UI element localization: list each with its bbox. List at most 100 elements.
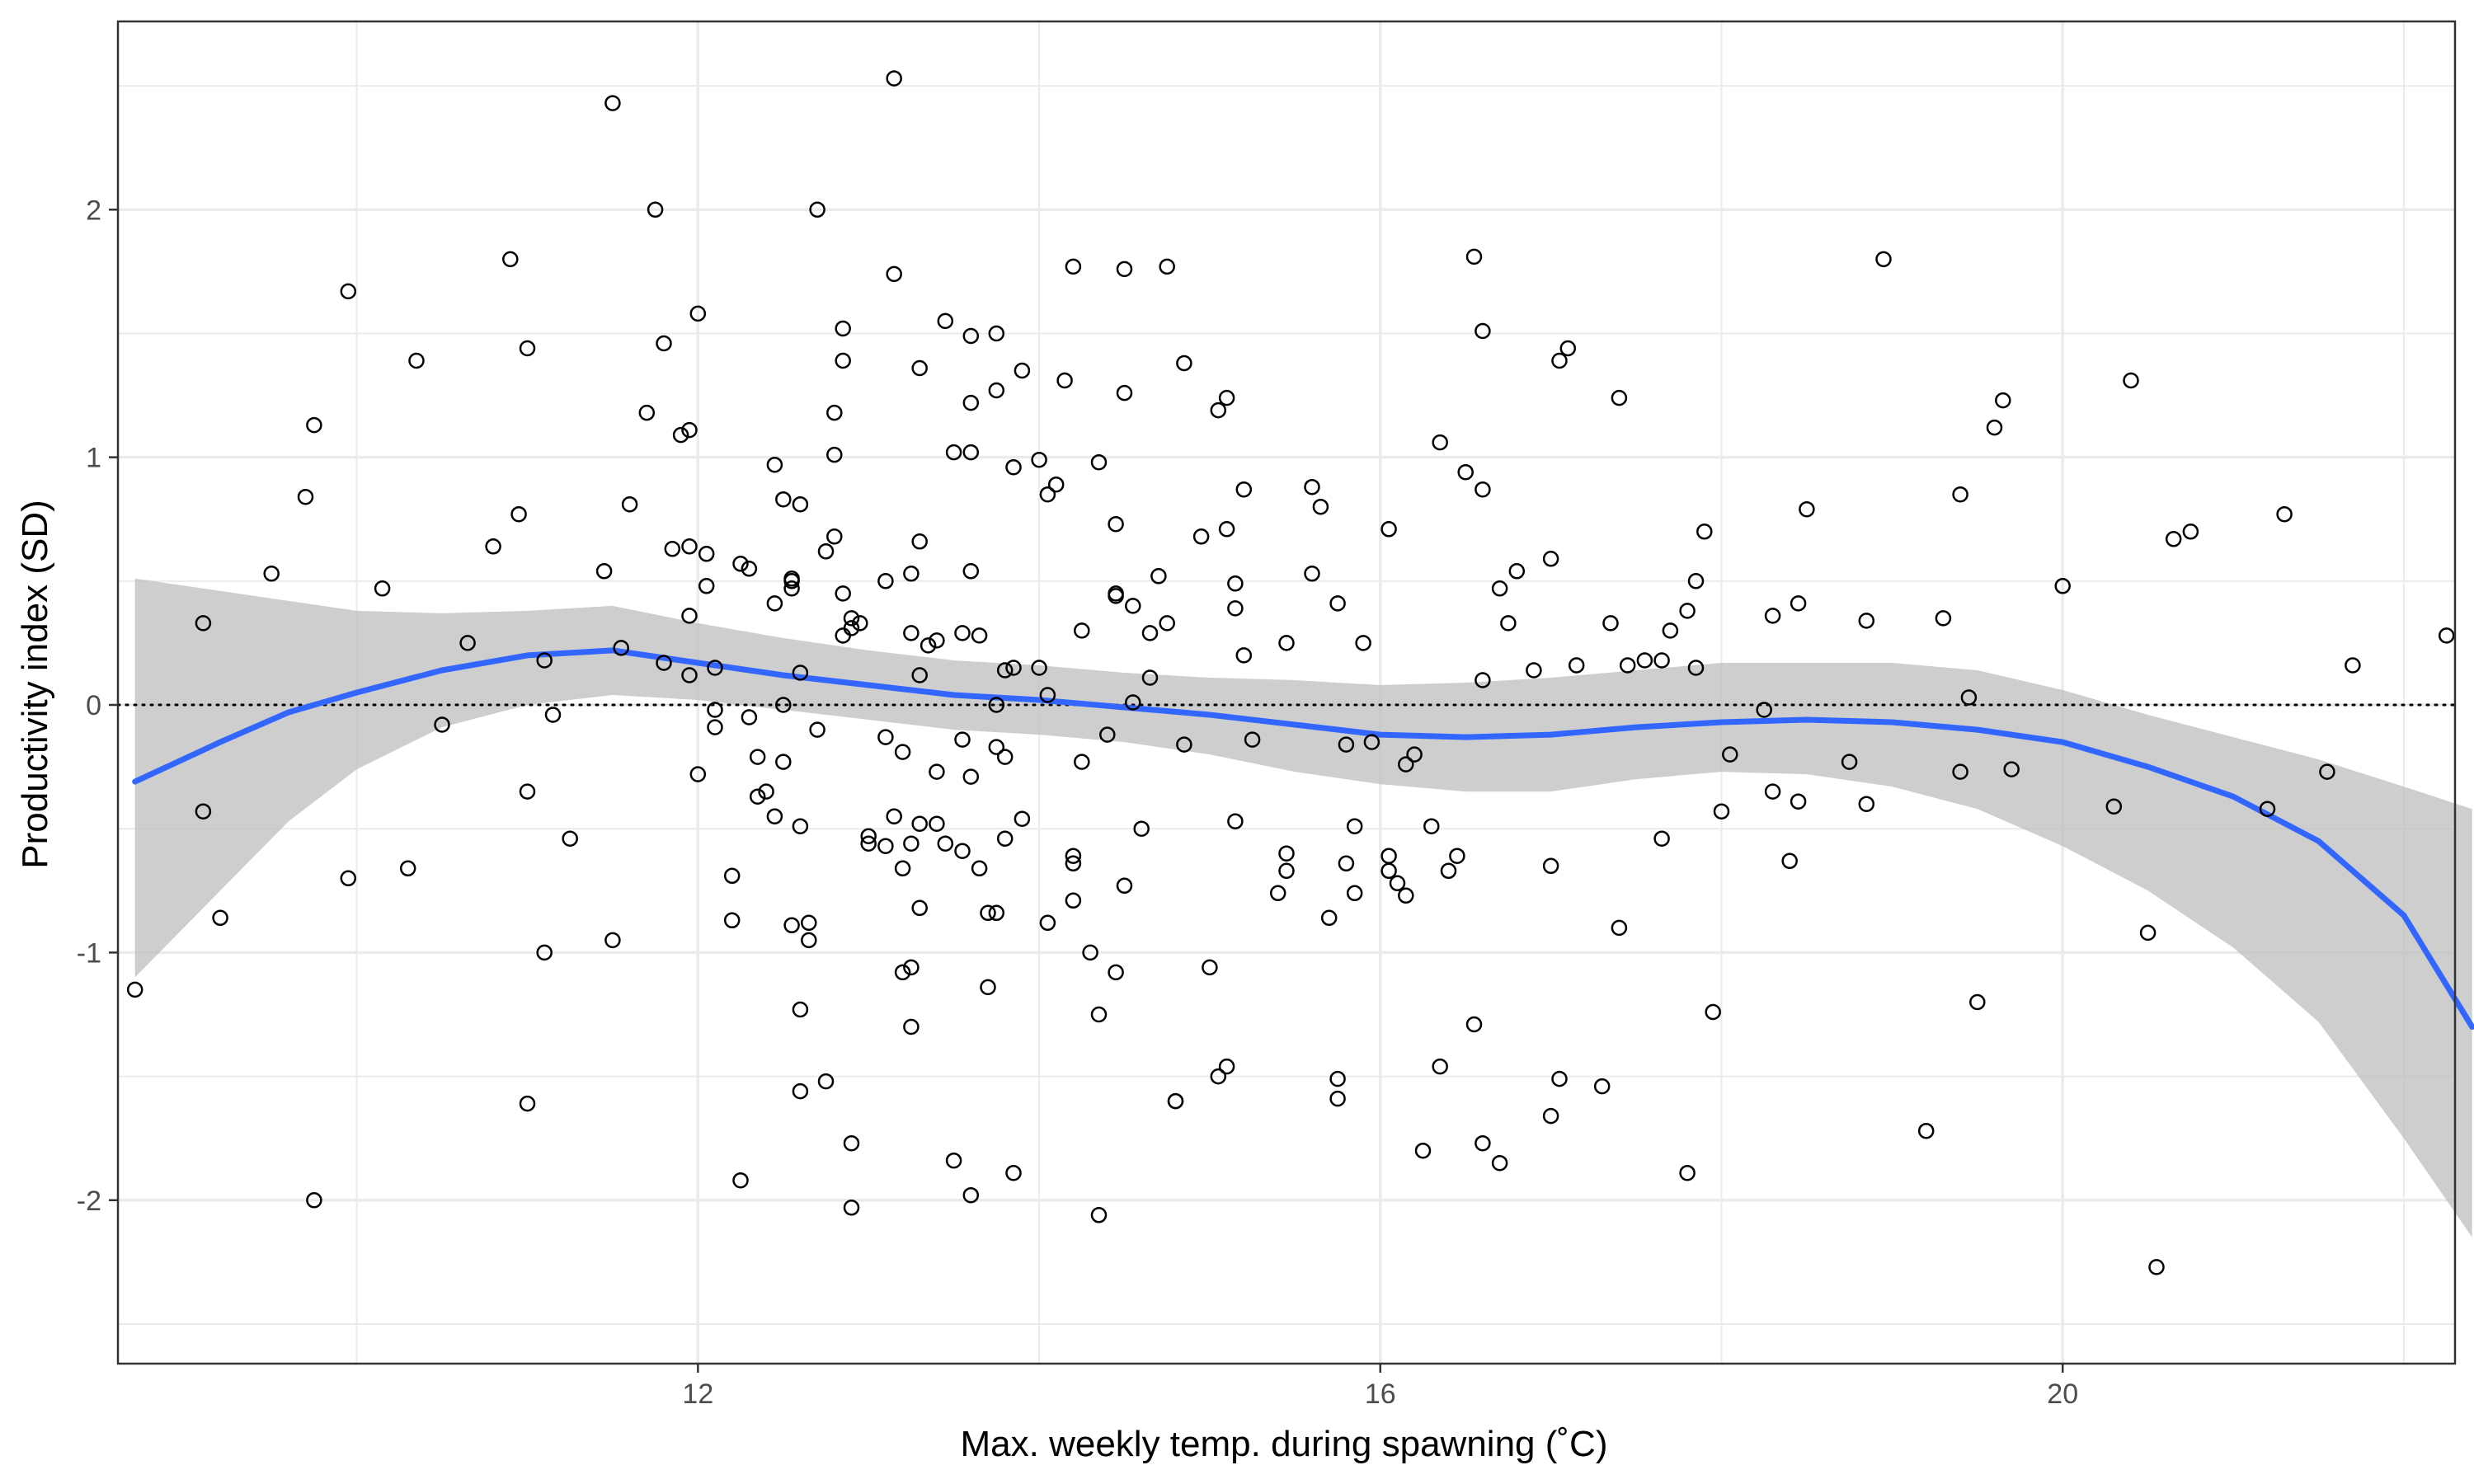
data-point bbox=[911, 815, 928, 832]
data-point bbox=[544, 707, 562, 723]
data-point bbox=[1995, 392, 2011, 409]
y-tick-label: 2 bbox=[86, 195, 101, 226]
data-point bbox=[1014, 810, 1031, 827]
data-point bbox=[732, 556, 749, 572]
data-point bbox=[1074, 622, 1090, 639]
data-point bbox=[1031, 451, 1047, 468]
data-point bbox=[817, 543, 835, 560]
data-point bbox=[1218, 1058, 1235, 1075]
data-point bbox=[1475, 322, 1491, 340]
data-point bbox=[775, 754, 792, 770]
data-point bbox=[1611, 389, 1628, 406]
data-point bbox=[1432, 1058, 1448, 1075]
data-point bbox=[306, 416, 322, 434]
data-point bbox=[1542, 551, 1559, 567]
data-point bbox=[1039, 486, 1056, 503]
data-point bbox=[1841, 754, 1858, 770]
data-point bbox=[852, 615, 868, 632]
data-point bbox=[945, 444, 962, 461]
data-point bbox=[1568, 657, 1585, 674]
data-point bbox=[988, 739, 1005, 755]
data-point bbox=[1235, 647, 1253, 664]
data-point bbox=[1227, 575, 1244, 592]
data-point bbox=[689, 766, 707, 782]
data-point bbox=[801, 914, 817, 932]
data-point bbox=[1218, 389, 1235, 406]
data-point bbox=[1611, 919, 1628, 937]
data-point bbox=[621, 495, 638, 513]
data-point bbox=[809, 721, 825, 738]
data-point bbox=[1304, 566, 1320, 582]
data-point bbox=[929, 815, 945, 832]
data-point bbox=[1014, 362, 1031, 379]
data-points bbox=[126, 70, 2455, 1275]
data-point bbox=[1218, 521, 1235, 538]
data-point bbox=[766, 595, 783, 612]
data-point bbox=[459, 635, 476, 651]
data-point bbox=[1687, 573, 1705, 589]
data-point bbox=[937, 835, 954, 852]
data-point bbox=[1952, 486, 1968, 503]
x-tick-label: 12 bbox=[682, 1378, 713, 1410]
data-point bbox=[1500, 615, 1517, 632]
data-point bbox=[860, 828, 877, 844]
data-point bbox=[1559, 340, 1577, 357]
x-axis-ticks: 12 16 20 bbox=[682, 1364, 2078, 1410]
data-point bbox=[1116, 877, 1133, 895]
data-point bbox=[1278, 635, 1295, 651]
confidence-ribbon-group bbox=[134, 578, 2472, 1237]
data-point bbox=[1338, 855, 1355, 872]
data-point bbox=[2003, 761, 2020, 777]
data-point bbox=[1039, 914, 1056, 932]
data-point bbox=[340, 870, 357, 887]
data-point bbox=[1005, 1164, 1022, 1181]
data-point bbox=[911, 359, 928, 377]
data-point bbox=[1278, 845, 1295, 862]
data-point bbox=[1414, 1142, 1432, 1159]
data-point bbox=[1176, 736, 1192, 753]
data-point bbox=[723, 867, 741, 885]
data-point bbox=[638, 404, 656, 421]
data-point bbox=[562, 830, 578, 847]
data-point bbox=[749, 749, 766, 765]
data-point bbox=[817, 1073, 835, 1090]
data-point bbox=[126, 981, 143, 998]
data-point bbox=[1210, 1068, 1227, 1085]
data-point bbox=[732, 1172, 749, 1189]
data-point bbox=[212, 909, 228, 927]
data-point bbox=[1363, 734, 1380, 750]
data-point bbox=[1756, 702, 1772, 718]
data-point bbox=[1764, 608, 1781, 624]
data-point bbox=[1602, 615, 1619, 632]
data-point bbox=[1875, 251, 1892, 268]
data-point bbox=[1005, 660, 1022, 676]
data-point bbox=[1508, 563, 1526, 580]
data-point bbox=[766, 808, 783, 824]
data-point bbox=[1935, 610, 1952, 627]
data-point bbox=[613, 640, 629, 656]
data-point bbox=[1679, 1164, 1696, 1181]
data-point bbox=[2182, 524, 2199, 540]
data-point bbox=[519, 340, 536, 357]
data-point bbox=[962, 768, 980, 785]
data-point bbox=[519, 1095, 536, 1112]
data-point bbox=[1269, 885, 1286, 902]
data-point bbox=[1653, 652, 1670, 669]
y-tick-label: 1 bbox=[86, 443, 101, 474]
data-point bbox=[1619, 657, 1636, 674]
data-point bbox=[1764, 783, 1781, 800]
data-point bbox=[996, 830, 1014, 847]
y-axis-title: Productivity index (SD) bbox=[15, 500, 55, 868]
data-point bbox=[826, 528, 843, 545]
data-point bbox=[723, 912, 741, 929]
data-point bbox=[1338, 736, 1355, 753]
data-point bbox=[1202, 959, 1218, 976]
data-point bbox=[1858, 796, 1875, 812]
data-point bbox=[1056, 372, 1073, 389]
data-point bbox=[485, 538, 501, 555]
data-point bbox=[1090, 453, 1108, 471]
data-point bbox=[860, 835, 877, 852]
data-point bbox=[980, 904, 996, 922]
data-point bbox=[707, 702, 723, 718]
data-point bbox=[792, 1082, 809, 1100]
